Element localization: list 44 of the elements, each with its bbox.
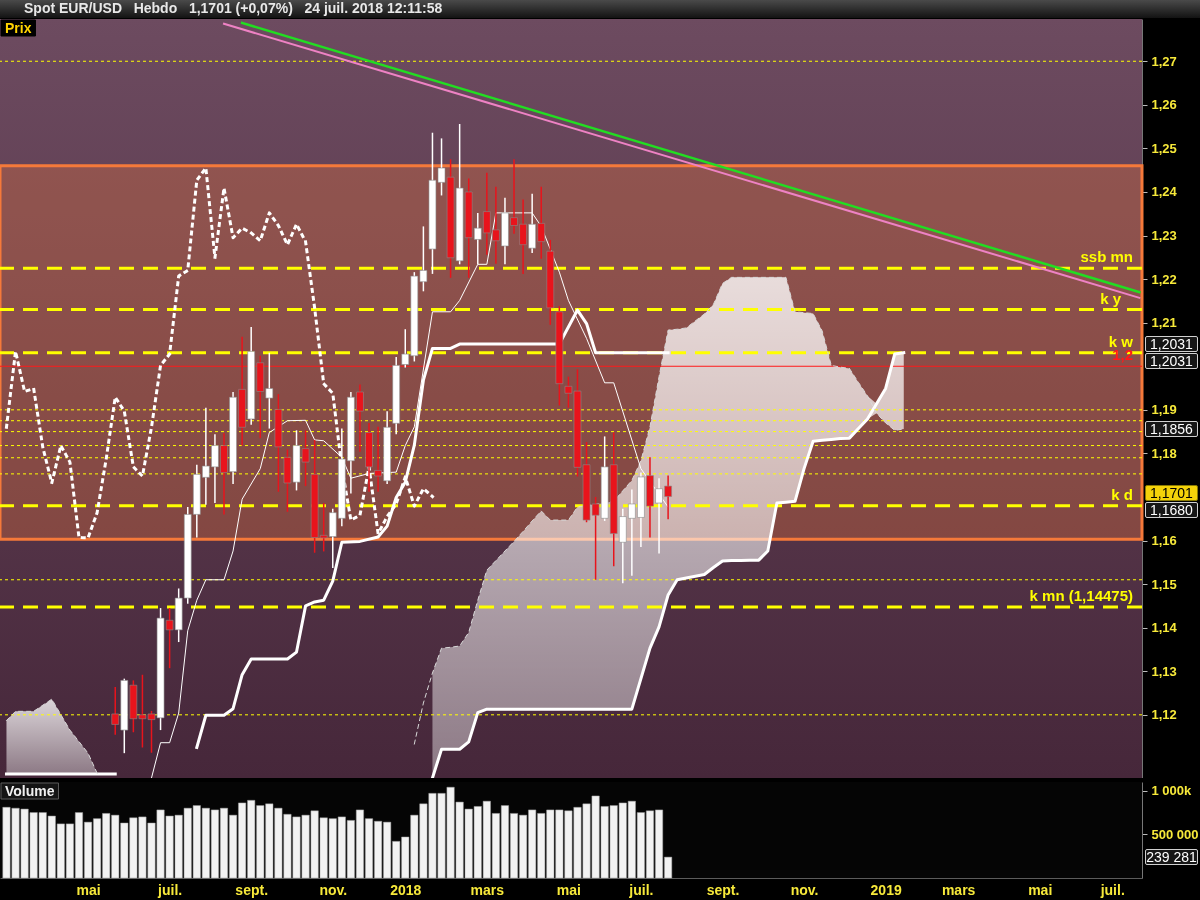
ref-line-label: k mn (1,14475): [1029, 586, 1133, 604]
x-tick-label: nov.: [790, 881, 819, 898]
y-tick-label: 500 000: [1151, 826, 1199, 842]
text: 1,1701: [1145, 484, 1198, 501]
ref-line-label: k d: [1111, 485, 1133, 503]
ref-line-label: k y: [1100, 289, 1122, 307]
ref-line-label: ssb mn: [1080, 248, 1133, 266]
y-tick-label: 1,23: [1151, 228, 1177, 244]
x-tick-label: nov.: [319, 881, 348, 898]
y-tick-label: 1,18: [1151, 445, 1177, 461]
x-tick-label: mai: [76, 881, 101, 898]
chart-title: Spot EUR/USD Hebdo 1,1701 (+0,07%) 24 juil. 2018 12:11:58: [24, 0, 443, 18]
x-tick-label: mai: [1028, 881, 1053, 898]
line-series: [430, 351, 906, 778]
text: 1,1680: [1145, 501, 1198, 518]
y-tick-label: 1,14: [1151, 620, 1178, 636]
y-tick-label: 1,24: [1151, 184, 1178, 200]
x-tick-label: sept.: [235, 881, 269, 898]
text: 239 281: [1145, 849, 1198, 866]
y-tick-label: 1,19: [1151, 402, 1177, 418]
x-tick-label: mai: [556, 881, 581, 898]
x-tick-label: mars: [941, 881, 976, 898]
y-tick-label: 1 000k: [1151, 783, 1193, 799]
y-tick-label: 1,15: [1151, 576, 1177, 592]
y-tick-label: 1,26: [1151, 97, 1177, 113]
y-tick-label: 1,21: [1151, 315, 1177, 331]
y-axis-title: Prix: [5, 19, 32, 36]
x-tick-label: mars: [470, 881, 505, 898]
y-tick-label: 1,12: [1151, 707, 1177, 723]
x-tick-label: 2018: [390, 881, 422, 898]
x-tick-label: sept.: [706, 881, 740, 898]
y-tick-label: 1,13: [1151, 663, 1177, 679]
y-axis-title: Volume: [5, 782, 55, 799]
text: 1,1856: [1145, 420, 1198, 437]
y-tick-label: 1,25: [1151, 140, 1177, 156]
text: 1,2031: [1145, 336, 1198, 353]
y-tick-label: 1,22: [1151, 271, 1177, 287]
x-tick-label: juil.: [628, 881, 654, 898]
x-tick-label: juil.: [1099, 881, 1125, 898]
x-tick-label: juil.: [157, 881, 183, 898]
x-tick-label: 2019: [870, 881, 902, 898]
y-tick-label: 1,27: [1151, 53, 1177, 69]
text: 1,2031: [1145, 353, 1198, 370]
y-tick-label: 1,16: [1151, 533, 1177, 549]
